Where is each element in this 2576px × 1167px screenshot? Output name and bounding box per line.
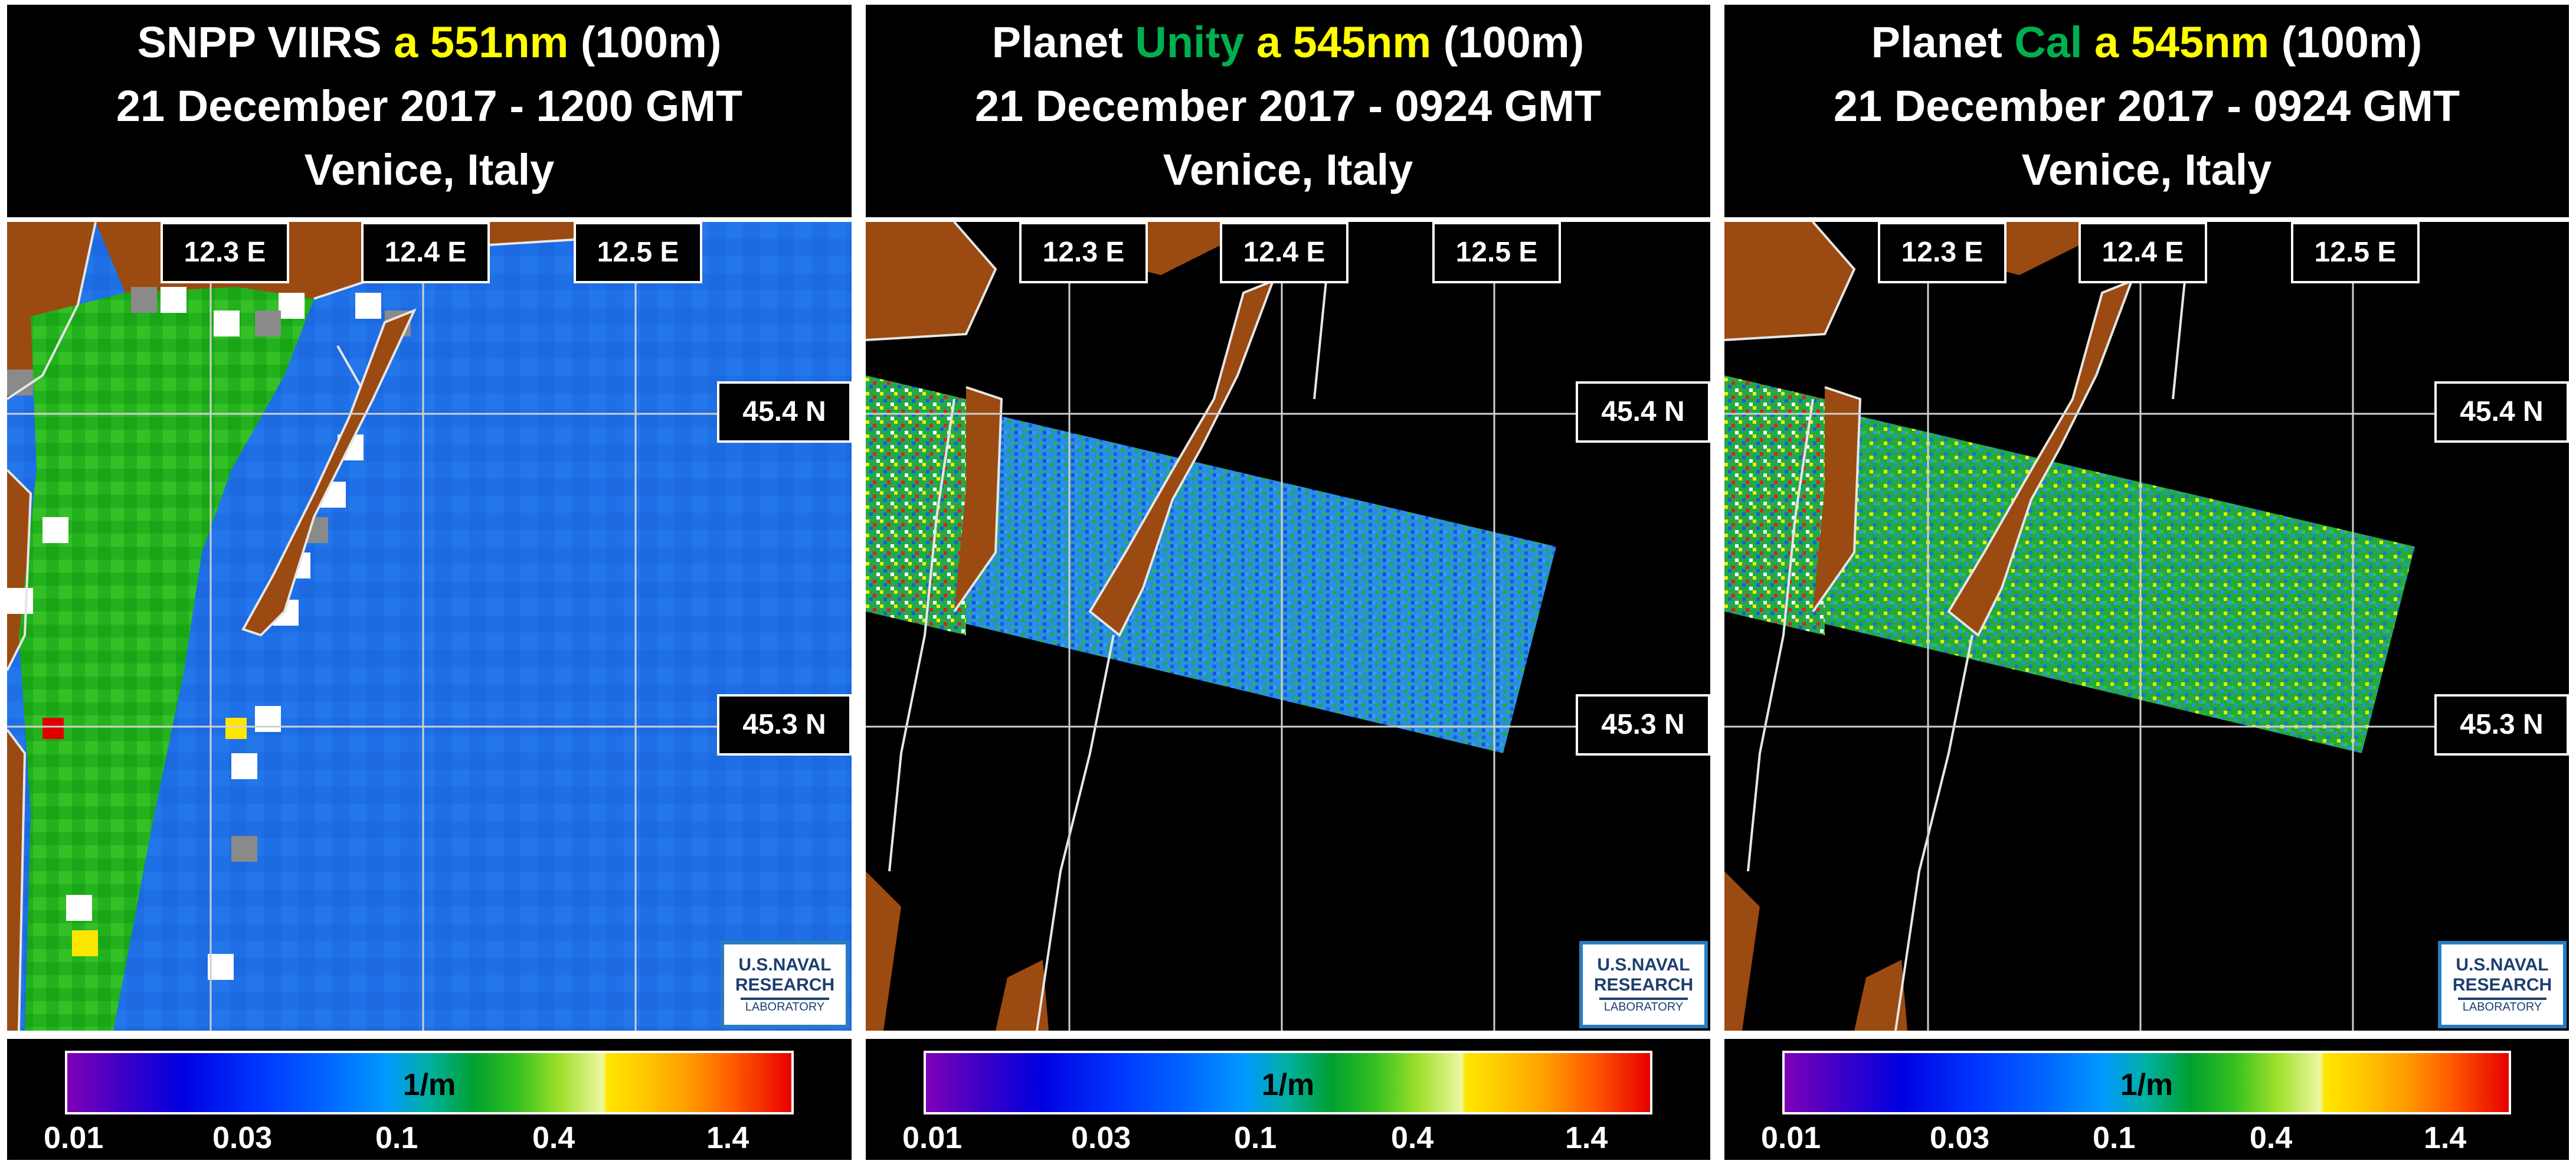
colorbar-tick: 0.1: [1234, 1121, 1277, 1155]
title-location: Venice, Italy: [2021, 145, 2272, 194]
panel-viirs: SNPP VIIRS a 551nm (100m) 21 December 20…: [0, 0, 859, 1167]
colorbar-tick: 0.1: [2093, 1121, 2136, 1155]
nrl-logo: U.S.NAVAL RESEARCH LABORATORY: [721, 941, 849, 1028]
logo-line: LABORATORY: [745, 1001, 825, 1014]
panel-planet-cal: Planet Cal a 545nm (100m) 21 December 20…: [1717, 0, 2576, 1167]
title-resolution-text: (100m): [2269, 18, 2423, 67]
longitude-label: 12.5 E: [2291, 222, 2420, 283]
colorbar-tick: 0.01: [1761, 1121, 1821, 1155]
title-calibration-text: Unity: [1135, 18, 1245, 67]
map-image-cal: 12.3 E 12.4 E 12.5 E 45.4 N 45.3 N U.S.N…: [1724, 222, 2569, 1031]
colorbar-unit: 1/m: [1261, 1068, 1315, 1102]
longitude-label: 12.4 E: [2079, 222, 2207, 283]
latitude-label: 45.4 N: [1576, 381, 1710, 443]
logo-rule: [1599, 998, 1688, 1000]
colorbar-unit: 1/m: [402, 1068, 456, 1102]
longitude-label: 12.3 E: [1878, 222, 2007, 283]
colorbar-tick: 0.01: [44, 1121, 104, 1155]
logo-rule: [2458, 998, 2546, 1000]
longitude-label: 12.3 E: [1019, 222, 1148, 283]
logo-line: RESEARCH: [2452, 975, 2552, 995]
logo-line: U.S.NAVAL: [2456, 955, 2549, 975]
colorbar-tick: 0.4: [532, 1121, 575, 1155]
nrl-logo: U.S.NAVAL RESEARCH LABORATORY: [1579, 941, 1708, 1028]
longitude-label: 12.5 E: [1432, 222, 1561, 283]
title-sensor-text: Planet: [991, 18, 1135, 67]
title-sensor-text: Planet: [1871, 18, 2015, 67]
map-graphic: [7, 222, 852, 1031]
colorbar-tick: 0.03: [212, 1121, 273, 1155]
logo-line: U.S.NAVAL: [1597, 955, 1690, 975]
latitude-label: 45.4 N: [2434, 381, 2569, 443]
colorbar-tick: 1.4: [706, 1121, 749, 1155]
panel-title: Planet Unity a 545nm (100m) 21 December …: [866, 5, 1710, 217]
map-image-viirs: 12.3 E 12.4 E 12.5 E 45.4 N 45.3 N U.S.N…: [7, 222, 852, 1031]
map-image-unity: 12.3 E 12.4 E 12.5 E 45.4 N 45.3 N U.S.N…: [866, 222, 1710, 1031]
colorbar-tick: 0.03: [1071, 1121, 1131, 1155]
colorbar-unit: 1/m: [2120, 1068, 2174, 1102]
title-resolution-text: (100m): [1431, 18, 1585, 67]
latitude-label: 45.4 N: [717, 381, 852, 443]
title-sensor-text: SNPP VIIRS: [137, 18, 394, 67]
title-date-time: 21 December 2017 - 1200 GMT: [116, 81, 743, 130]
colorbar-gradient: 1/m: [65, 1051, 794, 1114]
title-location: Venice, Italy: [1163, 145, 1413, 194]
title-line-sensor: SNPP VIIRS a 551nm (100m): [7, 11, 852, 74]
title-calibration-text: Cal: [2014, 18, 2083, 67]
title-location: Venice, Italy: [304, 145, 555, 194]
logo-line: LABORATORY: [1603, 1001, 1684, 1014]
logo-line: U.S.NAVAL: [738, 955, 832, 975]
colorbar-panel: 1/m 0.01 0.03 0.1 0.4 1.4: [866, 1039, 1710, 1160]
latitude-label: 45.3 N: [1576, 694, 1710, 756]
map-graphic: [866, 222, 1710, 1031]
colorbar-tick: 0.4: [2250, 1121, 2293, 1155]
colorbar-gradient: 1/m: [924, 1051, 1652, 1114]
panel-planet-unity: Planet Unity a 545nm (100m) 21 December …: [859, 0, 1717, 1167]
latitude-label: 45.3 N: [2434, 694, 2569, 756]
title-date-time: 21 December 2017 - 0924 GMT: [974, 81, 1602, 130]
colorbar-gradient: 1/m: [1782, 1051, 2511, 1114]
colorbar-panel: 1/m 0.01 0.03 0.1 0.4 1.4: [1724, 1039, 2569, 1160]
title-wavelength-text: a 545nm: [1244, 18, 1432, 67]
title-resolution-text: (100m): [568, 18, 722, 67]
title-line-sensor: Planet Unity a 545nm (100m): [866, 11, 1710, 74]
title-wavelength-text: a 545nm: [2082, 18, 2270, 67]
colorbar-tick: 0.03: [1930, 1121, 1990, 1155]
panel-title: Planet Cal a 545nm (100m) 21 December 20…: [1724, 5, 2569, 217]
longitude-label: 12.3 E: [161, 222, 289, 283]
title-date-time: 21 December 2017 - 0924 GMT: [1833, 81, 2460, 130]
map-graphic: [1724, 222, 2569, 1031]
colorbar-tick: 1.4: [1565, 1121, 1608, 1155]
longitude-label: 12.4 E: [1220, 222, 1348, 283]
logo-line: RESEARCH: [1593, 975, 1694, 995]
nrl-logo: U.S.NAVAL RESEARCH LABORATORY: [2438, 941, 2567, 1028]
logo-line: RESEARCH: [735, 975, 835, 995]
latitude-label: 45.3 N: [717, 694, 852, 756]
colorbar-tick: 1.4: [2424, 1121, 2467, 1155]
colorbar-panel: 1/m 0.01 0.03 0.1 0.4 1.4: [7, 1039, 852, 1160]
colorbar-tick: 0.1: [375, 1121, 418, 1155]
longitude-label: 12.5 E: [574, 222, 702, 283]
title-line-sensor: Planet Cal a 545nm (100m): [1724, 11, 2569, 74]
panel-title: SNPP VIIRS a 551nm (100m) 21 December 20…: [7, 5, 852, 217]
logo-line: LABORATORY: [2462, 1001, 2542, 1014]
longitude-label: 12.4 E: [361, 222, 490, 283]
title-wavelength-text: a 551nm: [394, 18, 569, 67]
colorbar-tick: 0.4: [1391, 1121, 1434, 1155]
colorbar-tick: 0.01: [902, 1121, 963, 1155]
logo-rule: [741, 998, 829, 1000]
